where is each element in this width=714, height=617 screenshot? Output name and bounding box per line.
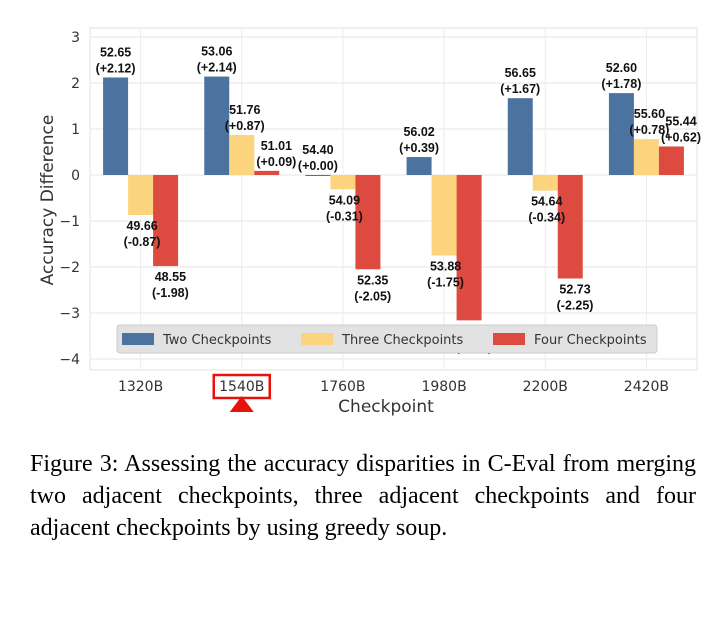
x-tick-label: 2200B: [523, 379, 568, 395]
bar: [204, 76, 230, 175]
bar: [456, 175, 482, 321]
y-tick-label: −3: [59, 306, 80, 322]
data-label-value: 48.55: [155, 270, 186, 284]
y-tick-label: −2: [59, 260, 80, 276]
legend-swatch: [122, 333, 154, 345]
data-label-delta: (+2.14): [197, 61, 237, 75]
y-tick-label: −1: [59, 214, 80, 230]
data-label-delta: (-0.87): [124, 235, 161, 249]
data-label-delta: (+1.78): [601, 77, 641, 91]
data-label-delta: (-1.98): [152, 286, 189, 300]
data-label-delta: (+0.78): [629, 123, 669, 137]
data-label-delta: (+0.39): [399, 141, 439, 155]
data-label-value: 53.06: [201, 45, 232, 59]
x-axis-label: Checkpoint: [338, 397, 434, 417]
data-label-value: 52.35: [357, 273, 388, 287]
data-label-value: 49.66: [126, 219, 157, 233]
y-tick-label: 2: [71, 76, 80, 92]
bar: [254, 170, 280, 175]
x-tick-label: 1320B: [118, 379, 163, 395]
legend-label: Four Checkpoints: [534, 333, 647, 348]
x-tick-label: 2420B: [624, 379, 669, 395]
bar: [229, 134, 255, 175]
data-label-value: 51.76: [229, 103, 260, 117]
data-label-delta: (-0.31): [326, 209, 363, 223]
data-label-delta: (-1.75): [427, 276, 464, 290]
bars: [103, 76, 684, 321]
y-tick-label: 3: [71, 30, 80, 46]
data-label-delta: (+1.67): [500, 82, 540, 96]
x-tick-label: 1760B: [320, 379, 365, 395]
bar: [355, 175, 381, 270]
bar: [431, 175, 457, 256]
data-label-delta: (+2.12): [96, 61, 136, 75]
x-tick-labels: 1320B 1540B 1760B 1980B 2200B 2420B: [118, 373, 669, 412]
bar: [557, 175, 583, 279]
data-label-delta: (+0.87): [225, 119, 265, 133]
y-tick-label: 0: [71, 168, 80, 184]
y-axis-label: Accuracy Difference: [38, 115, 58, 286]
grid-lines: [90, 28, 697, 370]
data-label-value: 53.88: [430, 260, 461, 274]
y-tick-labels: 3 2 1 0 −1 −2 −3 −4: [59, 30, 80, 368]
bar: [608, 93, 634, 175]
data-label-delta: (-2.25): [557, 299, 594, 313]
data-label-value: 54.64: [531, 195, 562, 209]
bar: [406, 157, 432, 175]
data-label-value: 56.02: [403, 125, 434, 139]
data-label-value: 54.09: [329, 193, 360, 207]
data-label-delta: (-0.34): [528, 211, 565, 225]
x-tick-label: 1540B: [219, 379, 264, 395]
figure-caption: Figure 3: Assessing the accuracy dispari…: [30, 451, 696, 541]
data-label-value: 55.60: [634, 107, 665, 121]
bar: [330, 175, 356, 190]
legend-swatch: [301, 333, 333, 345]
bar-chart: 3 2 1 0 −1 −2 −3 −4 52.65 (+2.12) 53.06 (+2.14) 54.…: [38, 27, 701, 417]
legend-box: [116, 324, 658, 354]
y-tick-label: −4: [59, 352, 80, 368]
data-label-value: 55.44: [665, 114, 696, 128]
x-tick-label: 1980B: [421, 379, 466, 395]
bar: [532, 175, 558, 191]
data-labels: 52.65 (+2.12) 53.06 (+2.14) 54.40 (+0.00) 56.0…: [96, 45, 701, 355]
data-label-delta: (+0.09): [256, 155, 296, 169]
legend-label: Three Checkpoints: [341, 333, 464, 348]
bar: [633, 139, 659, 175]
data-label-value: 52.60: [606, 61, 637, 75]
data-label-value: 51.01: [261, 139, 292, 153]
y-tick-label: 1: [71, 122, 80, 138]
bar: [305, 175, 331, 176]
bar: [658, 146, 684, 175]
legend-swatch: [493, 333, 525, 345]
data-label-value: 52.73: [559, 283, 590, 297]
data-label-value: 54.40: [302, 143, 333, 157]
data-label-delta: (+0.00): [298, 159, 338, 173]
data-label-delta: (-2.05): [354, 289, 391, 303]
highlight-triangle-marker: [229, 396, 254, 412]
data-label-value: 52.65: [100, 45, 131, 59]
data-label-value: 56.65: [505, 66, 536, 80]
bar: [153, 175, 179, 267]
data-label-delta: (+0.62): [661, 130, 701, 144]
bar: [128, 175, 154, 216]
legend-label: Two Checkpoints: [162, 333, 272, 348]
bar: [103, 77, 129, 175]
legend: Two Checkpoints Three Checkpoints Four Che…: [116, 324, 658, 354]
bar: [507, 98, 533, 175]
